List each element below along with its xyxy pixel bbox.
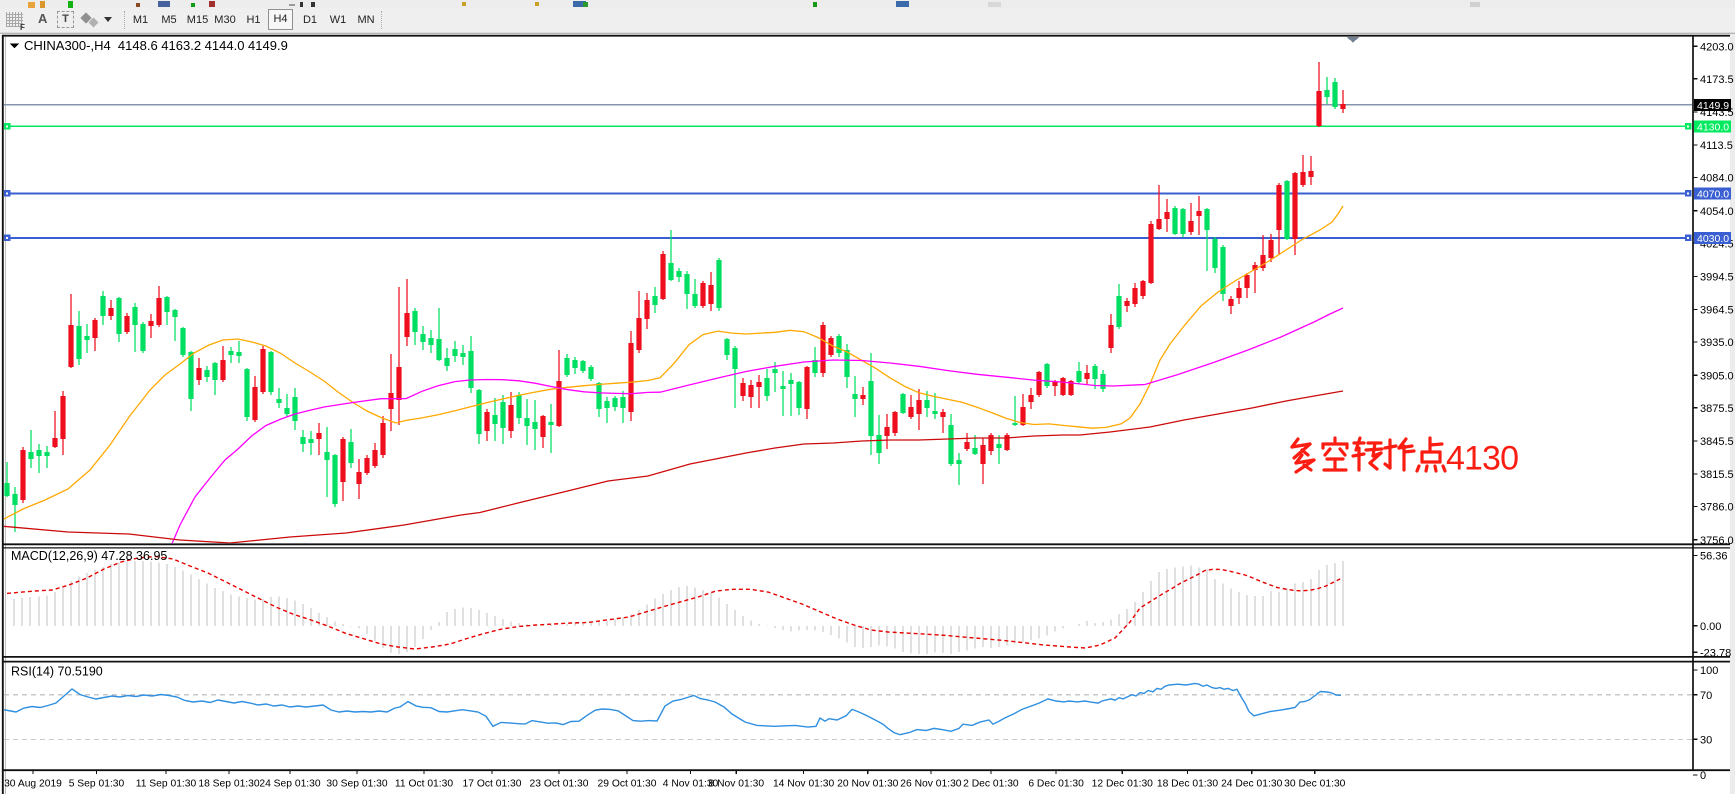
- svg-text:4113.5: 4113.5: [1700, 140, 1733, 152]
- svg-text:4173.5: 4173.5: [1700, 74, 1734, 86]
- svg-text:CHINA300-,H4 4148.6 4163.2 41: CHINA300-,H4 4148.6 4163.2 4144.0 4149.9: [24, 38, 288, 53]
- svg-text:2 Dec 01:30: 2 Dec 01:30: [963, 779, 1019, 790]
- svg-text:24 Dec 01:30: 24 Dec 01:30: [1221, 779, 1283, 790]
- svg-text:29 Oct 01:30: 29 Oct 01:30: [598, 779, 657, 790]
- svg-text:3994.5: 3994.5: [1700, 272, 1734, 284]
- svg-text:4084.0: 4084.0: [1700, 173, 1734, 185]
- svg-text:11 Oct 01:30: 11 Oct 01:30: [395, 779, 453, 790]
- svg-text:30 Aug 2019: 30 Aug 2019: [4, 779, 62, 790]
- svg-text:4030.0: 4030.0: [1697, 233, 1729, 245]
- svg-text:3786.0: 3786.0: [1700, 502, 1734, 514]
- svg-text:70: 70: [1700, 690, 1712, 702]
- svg-text:11 Sep 01:30: 11 Sep 01:30: [136, 779, 197, 790]
- svg-text:3964.5: 3964.5: [1700, 305, 1734, 317]
- svg-text:4054.0: 4054.0: [1700, 206, 1734, 218]
- svg-text:4130.0: 4130.0: [1697, 121, 1729, 133]
- svg-text:5 Sep 01:30: 5 Sep 01:30: [69, 779, 125, 790]
- svg-text:30: 30: [1700, 734, 1712, 746]
- svg-text:20 Nov 01:30: 20 Nov 01:30: [837, 779, 899, 790]
- svg-text:3875.5: 3875.5: [1700, 403, 1734, 415]
- svg-text:4130: 4130: [1446, 440, 1519, 478]
- svg-text:3935.0: 3935.0: [1700, 337, 1734, 349]
- svg-text:4 Nov 01:30: 4 Nov 01:30: [663, 779, 719, 790]
- svg-text:3905.0: 3905.0: [1700, 370, 1734, 382]
- svg-text:30 Dec 01:30: 30 Dec 01:30: [1284, 779, 1346, 790]
- svg-text:12 Dec 01:30: 12 Dec 01:30: [1092, 779, 1154, 790]
- svg-text:24 Sep 01:30: 24 Sep 01:30: [259, 779, 321, 790]
- svg-text:4070.0: 4070.0: [1697, 188, 1729, 200]
- svg-text:4203.0: 4203.0: [1700, 41, 1734, 53]
- svg-text:3756.0: 3756.0: [1700, 535, 1734, 547]
- svg-text:0: 0: [1700, 770, 1706, 782]
- svg-text:4149.9: 4149.9: [1697, 100, 1729, 112]
- svg-text:6 Dec 01:30: 6 Dec 01:30: [1028, 779, 1084, 790]
- svg-text:23 Oct 01:30: 23 Oct 01:30: [530, 779, 589, 790]
- svg-text:30 Sep 01:30: 30 Sep 01:30: [326, 779, 388, 790]
- svg-text:26 Nov 01:30: 26 Nov 01:30: [900, 779, 962, 790]
- svg-text:3845.5: 3845.5: [1700, 436, 1734, 448]
- svg-text:0.00: 0.00: [1700, 621, 1721, 633]
- svg-text:56.36: 56.36: [1700, 551, 1728, 563]
- svg-text:18 Sep 01:30: 18 Sep 01:30: [198, 779, 260, 790]
- svg-text:17 Oct 01:30: 17 Oct 01:30: [463, 779, 522, 790]
- svg-text:14 Nov 01:30: 14 Nov 01:30: [773, 779, 835, 790]
- svg-text:-23.78: -23.78: [1700, 647, 1731, 659]
- svg-text:8 Nov 01:30: 8 Nov 01:30: [709, 779, 765, 790]
- svg-text:MACD(12,26,9) 47.28 36.95: MACD(12,26,9) 47.28 36.95: [11, 549, 167, 563]
- svg-text:18 Dec 01:30: 18 Dec 01:30: [1157, 779, 1219, 790]
- svg-text:100: 100: [1700, 665, 1718, 677]
- svg-text:3815.5: 3815.5: [1700, 469, 1734, 481]
- svg-text:RSI(14) 70.5190: RSI(14) 70.5190: [11, 665, 103, 679]
